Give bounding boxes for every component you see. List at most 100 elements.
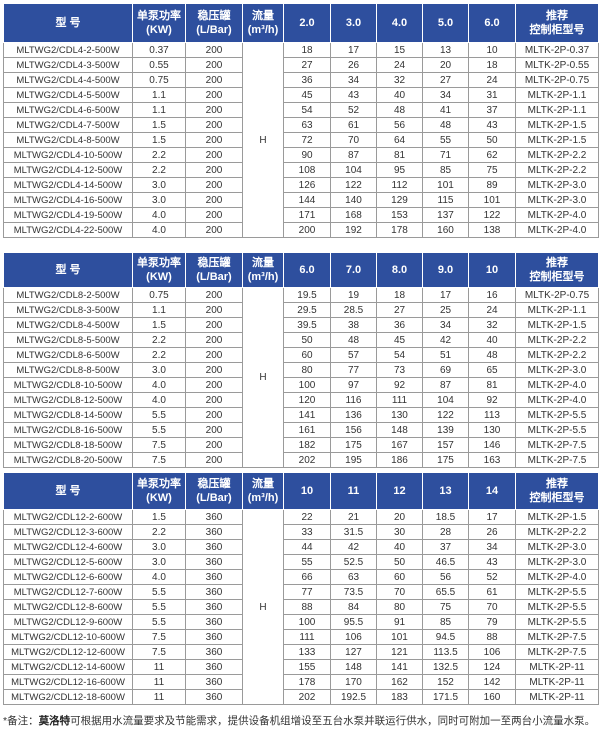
cell-h3: 81 [376,147,423,163]
cell-model: MLTWG2/CDL8-4-500W [3,317,133,333]
cell-h4: 94.5 [422,629,469,645]
cell-h4: 42 [422,332,469,348]
cell-tank: 200 [185,347,243,363]
cell-power: 5.5 [132,584,186,600]
cell-h3: 45 [376,332,423,348]
cell-cabinet: MLTK-2P-5.5 [515,584,599,600]
cell-h4: 17 [422,287,469,303]
cell-h2: 127 [330,644,377,660]
header-flow: 流量 (m³/h) [242,252,284,288]
table-row: MLTWG2/CDL12-16-600W 11 360 178 170 162 152 142… [3,674,599,690]
cell-cabinet: MLTK-2P-11 [515,674,599,690]
cell-h4: 132.5 [422,659,469,675]
head-symbol-cell: H [242,42,284,238]
cell-tank: 360 [185,539,243,555]
cell-h5: 31 [468,87,516,103]
header-flow-label: 流量 [252,10,274,22]
cell-cabinet: MLTK-2P-3.0 [515,554,599,570]
cell-h3: 64 [376,132,423,148]
cell-h3: 70 [376,584,423,600]
cell-h4: 41 [422,102,469,118]
cell-h1: 141 [283,407,331,423]
cell-power: 1.5 [132,509,186,525]
cell-h2: 43 [330,87,377,103]
header-flow-value: 4.0 [376,3,423,43]
cell-power: 11 [132,659,186,675]
cell-h5: 92 [468,392,516,408]
cell-cabinet: MLTK-2P-1.1 [515,302,599,318]
header-cabinet-line1: 推荐 [546,257,568,269]
header-power-unit: (KW) [146,24,172,36]
cell-power: 2.2 [132,162,186,178]
cell-cabinet: MLTK-2P-2.2 [515,147,599,163]
header-flow-value: 14 [468,472,516,510]
note-text: 可根据用水流量要求及节能需求，提供设备机组增设至五台水泵并联运行供水，同时可附加… [70,715,596,727]
cell-h5: 43 [468,554,516,570]
cell-tank: 360 [185,629,243,645]
table-row: MLTWG2/CDL8-16-500W 5.5 200 161 156 148 139 130… [3,422,599,438]
table-row: MLTWG2/CDL12-14-600W 11 360 155 148 141 132.5 1… [3,659,599,675]
cell-h2: 170 [330,674,377,690]
cell-cabinet: MLTK-2P-3.0 [515,362,599,378]
header-tank: 稳压罐 (L/Bar) [185,472,243,510]
cell-h2: 104 [330,162,377,178]
cell-cabinet: MLTK-2P-0.75 [515,72,599,88]
header-tank-label: 稳压罐 [197,257,231,269]
cell-h3: 129 [376,192,423,208]
cell-h1: 44 [283,539,331,555]
cell-h1: 77 [283,584,331,600]
header-flow-value: 12 [376,472,423,510]
table-row: MLTWG2/CDL4-10-500W 2.2 200 90 87 81 71 62 MLTK-… [3,147,599,163]
table-row: MLTWG2/CDL4-7-500W 1.5 200 63 61 56 48 43 MLTK-2… [3,117,599,133]
cell-h4: 171.5 [422,689,469,705]
cell-h2: 195 [330,452,377,468]
cell-cabinet: MLTK-2P-1.5 [515,117,599,133]
cell-cabinet: MLTK-2P-2.2 [515,347,599,363]
header-flow-unit: (m³/h) [247,492,279,504]
cell-tank: 200 [185,392,243,408]
cell-h1: 33 [283,524,331,540]
header-flow-value: 7.0 [330,252,377,288]
cell-h5: 138 [468,222,516,238]
cell-h5: 10 [468,42,516,58]
cell-h5: 79 [468,614,516,630]
cell-model: MLTWG2/CDL4-6-500W [3,102,133,118]
cell-model: MLTWG2/CDL8-8-500W [3,362,133,378]
cell-h3: 73 [376,362,423,378]
cell-tank: 360 [185,689,243,705]
cell-h3: 92 [376,377,423,393]
cell-h1: 27 [283,57,331,73]
cell-power: 0.55 [132,57,186,73]
cell-h5: 61 [468,584,516,600]
cell-h2: 116 [330,392,377,408]
cell-model: MLTWG2/CDL4-19-500W [3,207,133,223]
cell-h2: 31.5 [330,524,377,540]
cell-h1: 55 [283,554,331,570]
cell-h2: 122 [330,177,377,193]
cell-power: 7.5 [132,452,186,468]
cell-h4: 157 [422,437,469,453]
cell-power: 5.5 [132,599,186,615]
head-symbol-cell: H [242,287,284,468]
cell-h1: 22 [283,509,331,525]
header-power: 单泵功率 (KW) [132,252,186,288]
cell-h5: 40 [468,332,516,348]
cell-cabinet: MLTK-2P-4.0 [515,569,599,585]
header-cabinet-line2: 控制柜型号 [529,492,585,504]
cell-tank: 200 [185,132,243,148]
cell-model: MLTWG2/CDL4-16-500W [3,192,133,208]
cell-h1: 36 [283,72,331,88]
cell-h3: 130 [376,407,423,423]
header-flow: 流量 (m³/h) [242,3,284,43]
cell-cabinet: MLTK-2P-2.2 [515,524,599,540]
cell-power: 5.5 [132,614,186,630]
cell-tank: 200 [185,362,243,378]
cell-tank: 200 [185,147,243,163]
cell-model: MLTWG2/CDL12-2-600W [3,509,133,525]
cell-h1: 45 [283,87,331,103]
cell-power: 1.5 [132,317,186,333]
cell-tank: 360 [185,584,243,600]
table-row: MLTWG2/CDL8-6-500W 2.2 200 60 57 54 51 48 MLTK-2… [3,347,599,363]
cell-h1: 108 [283,162,331,178]
cell-h5: 75 [468,162,516,178]
